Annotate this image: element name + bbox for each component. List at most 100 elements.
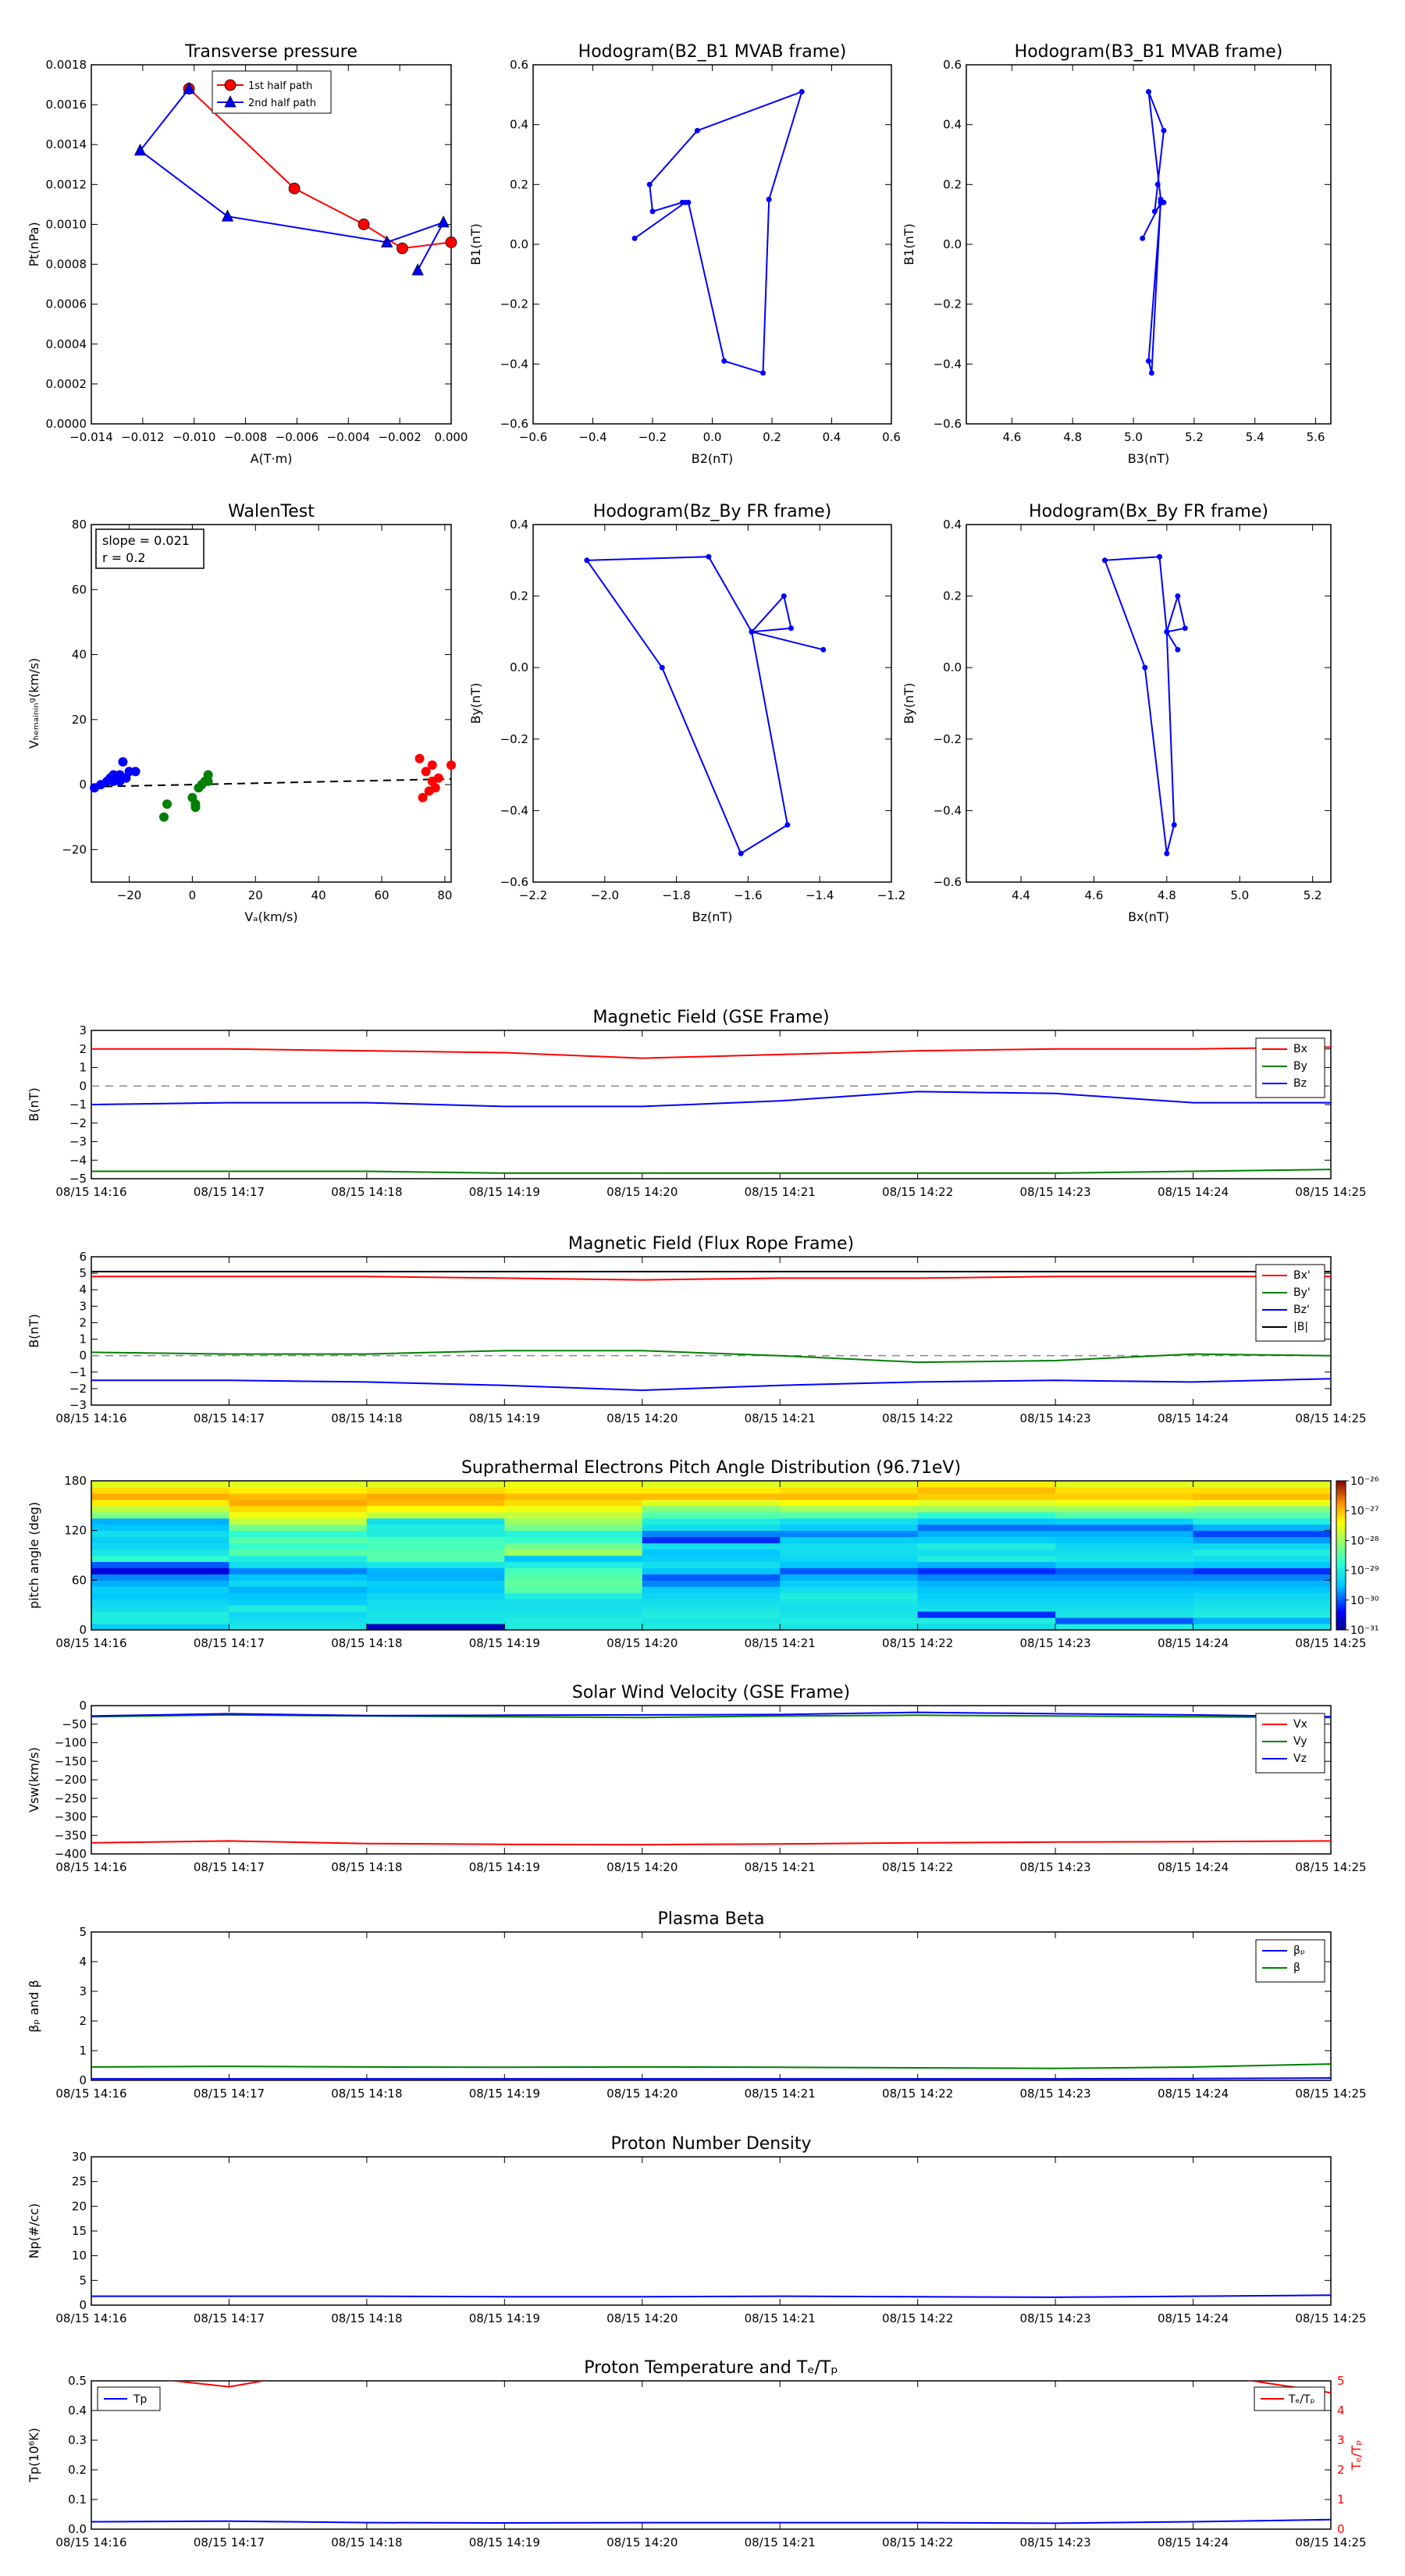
scatter-point (433, 773, 443, 783)
heatmap-cell (1055, 1481, 1194, 1488)
heatmap-cell (229, 1580, 368, 1587)
y-tick-label: 5 (79, 1266, 87, 1280)
heatmap-cell (366, 1524, 505, 1532)
heatmap-cell (1193, 1481, 1332, 1488)
y-right-tick-label: 0 (1337, 2522, 1345, 2536)
chart-pad: 10⁻³¹ 10⁻³⁰ 10⁻²⁹ 10⁻²⁸ 10⁻²⁷ 10⁻²⁶ Supratherm… (27, 1458, 1379, 1650)
plot-frame (532, 64, 892, 425)
y-tick-label: 0.0014 (46, 137, 87, 151)
heatmap-cell (91, 1605, 229, 1612)
heatmap-cell (366, 1592, 505, 1599)
y-tick-label: 1 (79, 1332, 87, 1347)
chart-title: Magnetic Field (Flux Rope Frame) (568, 1234, 854, 1254)
x-tick-label: −0.006 (276, 430, 319, 444)
heatmap-cell (1055, 1561, 1194, 1568)
heatmap-cell (91, 1580, 229, 1587)
x-tick-label: −0.002 (378, 430, 422, 444)
x-axis-label: Bz(nT) (692, 909, 733, 924)
series-line (585, 556, 824, 855)
heatmap-cell (1193, 1617, 1332, 1624)
data-point (685, 199, 692, 205)
x-tick-label: 0.2 (763, 430, 781, 444)
data-point (357, 219, 370, 230)
x-tick-label: 20 (248, 888, 263, 902)
heatmap-cell (366, 1617, 505, 1624)
y-tick-label: −20 (62, 842, 87, 856)
heatmap-cell (504, 1561, 643, 1568)
y-axis-label: By(nT) (902, 683, 916, 724)
time-tick-label: 08/15 14:23 (1019, 1636, 1090, 1650)
plot-area (91, 2381, 1331, 2524)
y-tick-label: 0 (79, 777, 87, 792)
heatmap-cell (366, 1599, 505, 1606)
data-point (781, 593, 787, 600)
heatmap-cell (1193, 1561, 1332, 1568)
heatmap-cell (1193, 1549, 1332, 1556)
time-tick-label: 08/15 14:24 (1158, 1860, 1229, 1874)
heatmap-cell (91, 1549, 229, 1556)
heatmap-cell (229, 1505, 368, 1513)
y-axis-label: By(nT) (468, 683, 483, 724)
heatmap-cell (917, 1586, 1056, 1593)
heatmap-cell (91, 1599, 229, 1606)
scatter-point (427, 760, 437, 770)
chart-np: Proton Number Density 0 5 10 15 20 25 30 Np(#/cc… (27, 2134, 1367, 2325)
y-tick-label: 6 (79, 1250, 87, 1264)
heatmap-cell (917, 1624, 1056, 1631)
y-tick-label: 0.4 (68, 2403, 87, 2418)
x-tick-label: −0.008 (224, 430, 268, 444)
y-tick-label: 0.5 (68, 2374, 87, 2388)
heatmap-cell (504, 1524, 643, 1532)
y-right-tick-label: 2 (1337, 2463, 1345, 2477)
chart-title: Hodogram(Bx_By FR frame) (1029, 502, 1268, 521)
plot-area (91, 1046, 1331, 1174)
time-tick-label: 08/15 14:18 (331, 1411, 402, 1425)
y-tick-label: −4 (69, 1153, 87, 1167)
y-tick-label: 0.0 (510, 660, 528, 674)
heatmap-cell (780, 1605, 919, 1612)
heatmap-cell (642, 1567, 781, 1574)
legend-label: Vz (1293, 1752, 1307, 1765)
y-tick-label: 0.0 (68, 2522, 87, 2536)
x-tick-label: −0.6 (519, 430, 547, 444)
heatmap-cell (366, 1580, 505, 1587)
heatmap-cell (1055, 1549, 1194, 1556)
y-tick-label: 0.4 (943, 518, 962, 532)
time-tick-label: 08/15 14:20 (606, 1185, 678, 1199)
heatmap-cell (1193, 1524, 1332, 1532)
heatmap-cell (1193, 1555, 1332, 1562)
scatter-point (203, 776, 213, 786)
heatmap-cell (229, 1486, 368, 1494)
series-line (1104, 556, 1186, 854)
chart-vsw: Solar Wind Velocity (GSE Frame) −400 −350 −… (27, 1683, 1367, 1874)
legend-label: Bx' (1293, 1269, 1311, 1282)
heatmap-cell (229, 1536, 368, 1544)
heatmap-cell (229, 1530, 368, 1538)
time-tick-label: 08/15 14:20 (606, 2311, 678, 2325)
y-tick-label: −3 (69, 1398, 87, 1412)
y-tick-label: 0 (79, 2073, 87, 2087)
heatmap-cell (642, 1580, 781, 1587)
heatmap-cell (229, 1605, 368, 1612)
y-tick-label: −0.2 (500, 732, 528, 746)
time-tick-label: 08/15 14:17 (194, 2535, 265, 2549)
y-tick-label: 2 (79, 1042, 87, 1056)
y-tick-label: −0.6 (500, 417, 528, 431)
heatmap-cell (91, 1611, 229, 1618)
heatmap-cell (366, 1493, 505, 1500)
heatmap-cell (504, 1493, 643, 1500)
heatmap-cell (91, 1542, 229, 1550)
chart-title: Plasma Beta (658, 1909, 765, 1929)
y-axis-label: B1(nT) (468, 223, 483, 265)
data-point (1146, 89, 1151, 94)
heatmap-cell (229, 1524, 368, 1532)
heatmap-cell (917, 1511, 1056, 1519)
x-axis-label: B2(nT) (692, 451, 734, 466)
y-tick-label: 5 (79, 2273, 87, 2287)
x-tick-label: 40 (311, 888, 326, 902)
heatmap-cell (91, 1592, 229, 1599)
heatmap-cell (1055, 1624, 1194, 1631)
heatmap-cell (229, 1499, 368, 1507)
heatmap-cell (642, 1481, 781, 1488)
data-point (694, 127, 700, 133)
